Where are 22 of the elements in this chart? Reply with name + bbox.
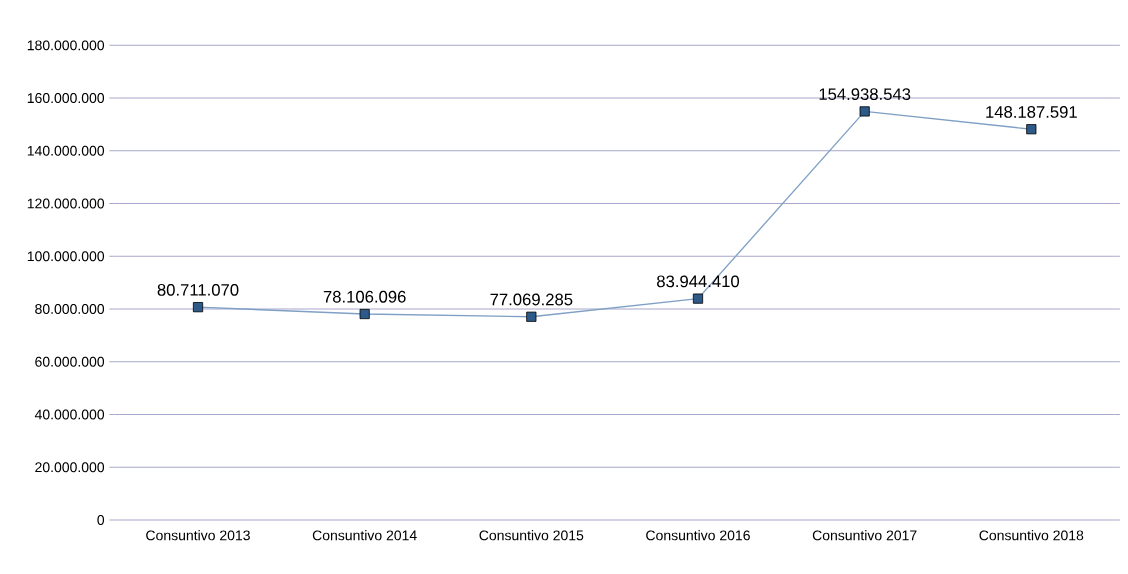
y-tick-label: 100.000.000	[27, 251, 105, 262]
data-label: 78.106.096	[323, 290, 406, 303]
y-tick-label: 40.000.000	[34, 409, 105, 420]
x-tick-label: Consuntivo 2015	[479, 530, 584, 541]
y-tick-label: 160.000.000	[27, 93, 105, 104]
y-tick-label: 120.000.000	[27, 198, 105, 209]
x-tick-label: Consuntivo 2014	[312, 530, 417, 541]
data-label: 77.069.285	[490, 293, 573, 306]
x-tick-label: Consuntivo 2013	[146, 530, 250, 541]
data-label: 154.938.543	[819, 88, 911, 101]
data-label: 83.944.410	[657, 275, 740, 288]
y-tick-label: 60.000.000	[35, 356, 105, 367]
data-label: 148.187.591	[986, 106, 1077, 118]
y-tick-label: 20.000.000	[35, 462, 105, 473]
x-tick-label: Consuntivo 2016	[646, 530, 750, 541]
data-label: 80.711.070	[157, 283, 239, 296]
y-tick-label: 0	[97, 515, 105, 525]
y-tick-label: 80.000.000	[35, 304, 105, 314]
y-tick-label: 140.000.000	[27, 145, 105, 156]
x-tick-label: Consuntivo 2018	[979, 530, 1084, 541]
y-tick-label: 180.000.000	[27, 40, 105, 51]
x-tick-label: Consuntivo 2017	[812, 530, 917, 541]
